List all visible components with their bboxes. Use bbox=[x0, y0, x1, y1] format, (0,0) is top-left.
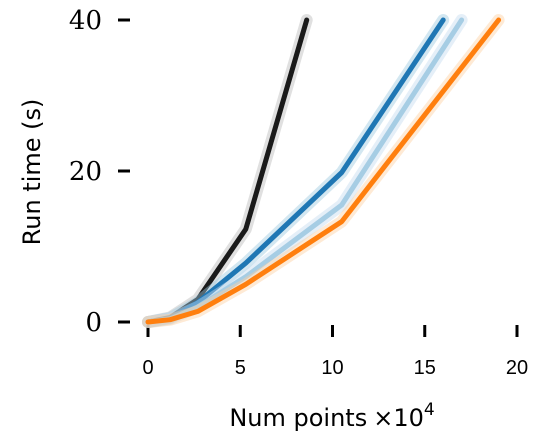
y-axis-label: Run time (s) bbox=[18, 99, 46, 246]
series-band-3 bbox=[142, 14, 505, 328]
y-tick-label: 40 bbox=[69, 6, 102, 36]
x-axis-label-multiplier: ×10 bbox=[373, 404, 424, 432]
x-axis-label: Num points ×104 bbox=[229, 400, 434, 432]
y-axis: 0 20 40 bbox=[69, 6, 130, 338]
x-axis-label-exponent: 4 bbox=[424, 400, 435, 420]
x-tick-label: 10 bbox=[321, 357, 343, 379]
series-line-3 bbox=[145, 17, 502, 325]
x-tick-label: 5 bbox=[235, 357, 246, 379]
x-axis: 0 5 10 15 20 bbox=[142, 325, 528, 379]
x-tick-label: 20 bbox=[506, 357, 528, 379]
y-tick-label: 0 bbox=[85, 308, 102, 338]
x-axis-label-name: Num points bbox=[229, 404, 367, 432]
x-tick-label: 0 bbox=[142, 357, 153, 379]
series-layer bbox=[142, 14, 505, 328]
x-tick-label: 15 bbox=[414, 357, 436, 379]
y-tick-label: 20 bbox=[69, 157, 102, 187]
